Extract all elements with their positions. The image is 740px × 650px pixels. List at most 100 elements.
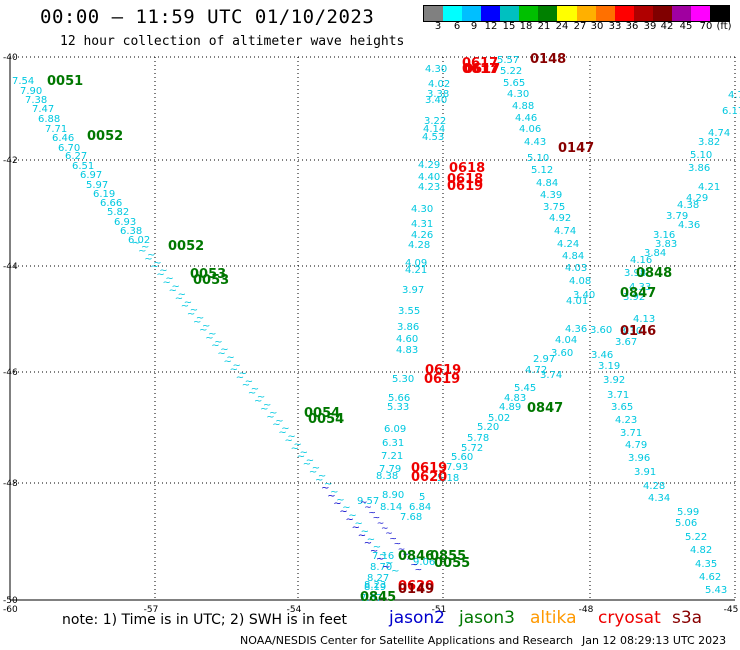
swh-value-label: 4.30 bbox=[507, 89, 529, 100]
swh-value-label: 3.71 bbox=[620, 428, 642, 439]
dense-track-mark: ~ bbox=[181, 301, 189, 312]
scale-label: 24 bbox=[555, 21, 569, 32]
swh-value-label: 5.10 bbox=[527, 153, 549, 164]
lon-tick-label: -45 bbox=[724, 605, 739, 615]
pass-time-label: 0617 bbox=[464, 62, 500, 77]
swh-value-label: 4.06 bbox=[519, 124, 541, 135]
dense-track-mark: ~ bbox=[364, 538, 372, 549]
dense-track-mark: ~ bbox=[306, 455, 314, 466]
swh-value-label: 9.57 bbox=[357, 496, 379, 507]
swh-labels: 7.547.907.387.476.887.716.466.706.276.51… bbox=[12, 55, 740, 604]
swh-value-label: 4.62 bbox=[699, 572, 721, 583]
swh-value-label: 6.31 bbox=[382, 438, 404, 449]
swh-value-label: 6.46 bbox=[52, 133, 74, 144]
dense-track-mark: ~ bbox=[172, 282, 180, 293]
swh-value-label: 4.30 bbox=[411, 204, 433, 215]
pass-time-label: 0149 bbox=[398, 582, 434, 597]
scale-swatch bbox=[557, 6, 577, 21]
swh-value-label: 5.43 bbox=[705, 585, 727, 596]
swh-value-label: 5 bbox=[419, 492, 425, 503]
dense-track-mark: ~ bbox=[336, 495, 344, 506]
corner-tick-label: -60 bbox=[3, 605, 18, 615]
swh-value-label: 4.28 bbox=[408, 240, 430, 251]
swh-value-label: 6.38 bbox=[120, 226, 142, 237]
swh-value-label: 4.16 bbox=[630, 255, 652, 266]
swh-value-label: 5.06 bbox=[675, 518, 697, 529]
dense-track-mark: ~ bbox=[224, 357, 232, 368]
dense-track-mark: ~ bbox=[278, 428, 286, 439]
swh-value-label: 5.60 bbox=[451, 452, 473, 463]
legend-s3a: s3a bbox=[672, 608, 703, 628]
dense-track-mark: ~ bbox=[410, 560, 418, 570]
swh-value-label: 4.89 bbox=[499, 402, 521, 413]
dense-track-mark: ~ bbox=[196, 313, 204, 324]
swh-value-label: 4.92 bbox=[549, 213, 571, 224]
scale-label: 33 bbox=[608, 21, 622, 32]
dense-track-mark: ~ bbox=[245, 376, 253, 387]
swh-value-label: 4.31 bbox=[411, 219, 433, 230]
dense-track-mark: ~ bbox=[285, 436, 293, 447]
swh-value-label: 6.93 bbox=[114, 217, 136, 228]
lat-tick-label: -48 bbox=[3, 479, 18, 489]
swh-value-label: 3.71 bbox=[607, 390, 629, 401]
swh-value-label: 4.40 bbox=[418, 172, 440, 183]
swh-value-label: 5.33 bbox=[387, 402, 409, 413]
pass-time-label: 0053 bbox=[190, 267, 226, 282]
swh-value-label: 7.16 bbox=[372, 551, 394, 562]
dense-track-mark: ~ bbox=[312, 463, 320, 474]
swh-value-label: 5.20 bbox=[477, 422, 499, 433]
swh-value-label: 9.06 bbox=[413, 557, 435, 568]
swh-value-label: 4.83 bbox=[396, 345, 418, 356]
dense-track-mark: ~ bbox=[327, 491, 335, 502]
scale-label: 70 bbox=[699, 21, 713, 32]
dense-track-mark: ~ bbox=[376, 554, 384, 565]
swh-value-label: 4.74 bbox=[708, 128, 730, 139]
swh-value-label: 3.40 bbox=[425, 95, 447, 106]
dense-track-mark: ~ bbox=[398, 545, 406, 555]
scale-label: 42 bbox=[660, 21, 674, 32]
dense-track-mark: ~ bbox=[159, 266, 167, 277]
dense-track-mark: ~ bbox=[321, 483, 329, 494]
swh-value-label: 5.57 bbox=[497, 55, 519, 66]
dense-track-mark: ~ bbox=[217, 349, 225, 360]
swh-value-label: 3.16 bbox=[653, 230, 675, 241]
dense-track-mark: ~ bbox=[272, 420, 280, 431]
dense-track-mark: ~ bbox=[358, 530, 366, 541]
pass-time-label: 0055 bbox=[434, 556, 470, 571]
swh-value-label: 3.75 bbox=[543, 202, 565, 213]
swh-value-label: 7.71 bbox=[45, 124, 67, 135]
pass-time-label: 0147 bbox=[558, 141, 594, 156]
pass-time-label: 0855 bbox=[430, 549, 466, 564]
swh-value-label: 4.33 bbox=[629, 282, 651, 293]
scale-label: 36 bbox=[625, 21, 639, 32]
lon-tick-label: -51 bbox=[432, 605, 447, 615]
swh-value-label: 7.54 bbox=[12, 76, 34, 87]
swh-value-label: 4.08 bbox=[569, 276, 591, 287]
swh-value-label: 4.29 bbox=[686, 193, 708, 204]
dense-track-mark: ~ bbox=[402, 550, 410, 560]
swh-value-label: 4.79 bbox=[625, 440, 647, 451]
swh-value-label: 3.38 bbox=[427, 89, 449, 100]
scale-label: 30 bbox=[590, 21, 604, 32]
swh-value-label: 3.82 bbox=[698, 137, 720, 148]
swh-value-label: 6.17 bbox=[722, 106, 740, 117]
swh-value-label: 3.60 bbox=[551, 348, 573, 359]
swh-value-label: 4.84 bbox=[536, 178, 558, 189]
pass-time-label: 0052 bbox=[168, 239, 204, 254]
dense-track-mark: ~ bbox=[141, 242, 149, 253]
dense-track-mark: ~ bbox=[187, 309, 195, 320]
swh-value-label: 4.35 bbox=[695, 559, 717, 570]
pass-time-label: 0619 bbox=[424, 372, 460, 387]
dense-track-mark: ~ bbox=[287, 432, 295, 443]
dense-track-mark: ~ bbox=[263, 400, 271, 411]
dense-track-mark: ~ bbox=[342, 503, 350, 514]
dense-track-mark: ~ bbox=[242, 380, 250, 391]
dense-track-mark: ~ bbox=[184, 297, 192, 308]
credit-organization: NOAA/NESDIS Center for Satellite Applica… bbox=[240, 634, 574, 647]
swh-value-label: 8.38 bbox=[376, 471, 398, 482]
scale-swatch bbox=[633, 6, 653, 21]
dense-track-mark: ~ bbox=[239, 368, 247, 379]
pass-time-label: 0146 bbox=[620, 324, 656, 339]
scale-swatch bbox=[614, 6, 634, 21]
